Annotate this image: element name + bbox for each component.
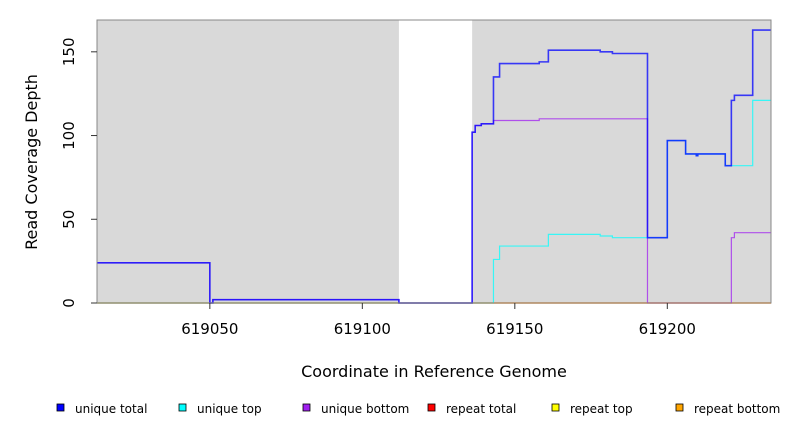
legend-item: unique top	[178, 402, 262, 416]
legend-item: repeat bottom	[675, 402, 780, 416]
legend-label: repeat total	[446, 402, 516, 416]
legend-swatch	[427, 403, 436, 412]
y-tick-label: 0	[60, 298, 78, 308]
legend-label: unique top	[197, 402, 262, 416]
y-axis-label: Read Coverage Depth	[22, 74, 41, 250]
legend-item: unique total	[56, 402, 147, 416]
x-tick-label: 619100	[334, 320, 391, 338]
y-tick-label: 150	[60, 37, 78, 66]
y-tick-label: 50	[60, 210, 78, 229]
series-unique-total	[97, 29, 771, 304]
legend-item: unique bottom	[302, 402, 409, 416]
y-axis: 0 50 100 150	[60, 37, 97, 308]
legend-swatch	[178, 403, 187, 412]
legend-swatch	[302, 403, 311, 412]
legend: unique total unique top unique bottom repea…	[56, 402, 780, 416]
legend-swatch	[56, 403, 65, 412]
legend-label: repeat bottom	[694, 402, 780, 416]
shaded-region	[97, 20, 399, 303]
y-tick-label: 100	[60, 121, 78, 150]
plot-border	[96, 19, 772, 304]
shaded-regions	[97, 20, 771, 303]
legend-swatch	[675, 403, 684, 412]
x-tick-label: 619050	[181, 320, 238, 338]
legend-label: repeat top	[570, 402, 633, 416]
legend-label: unique total	[75, 402, 147, 416]
x-axis-label: Coordinate in Reference Genome	[301, 362, 567, 381]
legend-item: repeat total	[427, 402, 516, 416]
x-tick-label: 619150	[486, 320, 543, 338]
x-tick-label: 619200	[639, 320, 696, 338]
legend-label: unique bottom	[321, 402, 409, 416]
legend-item: repeat top	[551, 402, 633, 416]
shaded-region	[472, 20, 771, 303]
legend-swatch	[551, 403, 560, 412]
x-axis: 619050 619100 619150 619200	[181, 303, 696, 338]
